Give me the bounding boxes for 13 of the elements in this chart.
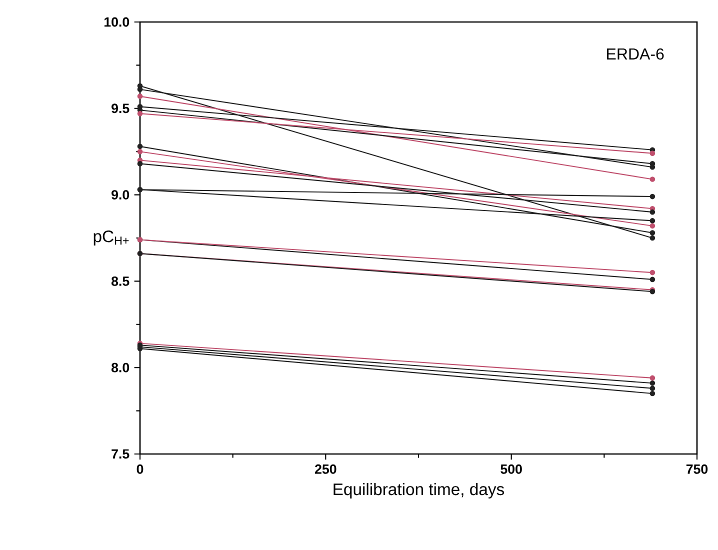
- x-tick-label: 500: [500, 464, 522, 474]
- x-tick-label: 750: [686, 464, 708, 474]
- x-tick-label: 0: [136, 464, 144, 474]
- y-axis-title: pC$_{H+}$: [94, 230, 129, 246]
- y-tick-label: 8.0: [111, 362, 130, 372]
- y-tick-label: 8.5: [111, 276, 130, 286]
- y-tick-label: 10.0: [104, 17, 130, 27]
- annotation: ERDA-6: [607, 48, 664, 60]
- y-tick-label: 7.5: [112, 449, 130, 459]
- x-axis-title: Equilibration time, days: [334, 482, 504, 499]
- x-tick-label: 250: [315, 464, 336, 474]
- y-tick-label: 9.0: [112, 190, 130, 200]
- y-tick-label: 9.5: [112, 104, 130, 114]
